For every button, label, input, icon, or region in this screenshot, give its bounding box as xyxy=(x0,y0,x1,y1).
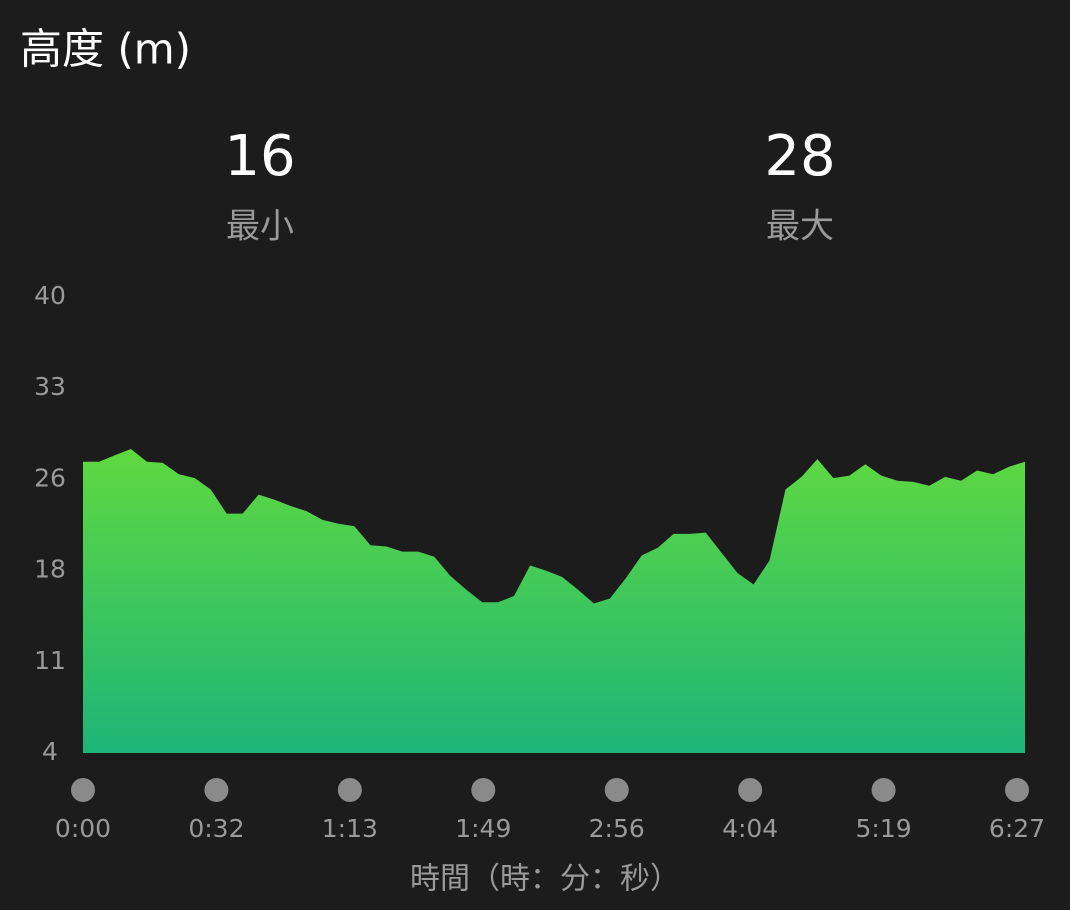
time-dot xyxy=(1005,778,1029,802)
x-tick-label: 0:32 xyxy=(188,814,244,843)
time-dot xyxy=(337,778,362,802)
time-dot xyxy=(471,778,496,802)
x-tick-label: 0:00 xyxy=(55,814,111,843)
y-tick-label: 33 xyxy=(34,372,66,401)
chart-title: 高度 (m) xyxy=(20,25,191,74)
time-dot xyxy=(204,778,229,802)
stat-value: 28 xyxy=(764,124,835,189)
y-tick-label: 26 xyxy=(34,463,66,492)
x-tick-label: 5:19 xyxy=(856,814,912,843)
time-dot xyxy=(71,778,95,802)
y-tick-label: 4 xyxy=(42,737,58,766)
y-tick-label: 40 xyxy=(34,281,66,310)
time-dot xyxy=(738,778,763,802)
x-axis-label: 時間（時：分：秒） xyxy=(410,862,680,897)
time-dot xyxy=(871,778,896,802)
y-tick-label: 18 xyxy=(34,555,66,584)
x-tick-label: 1:49 xyxy=(455,814,511,843)
time-dot xyxy=(604,778,629,802)
x-tick-label: 1:13 xyxy=(322,814,378,843)
y-tick-label: 11 xyxy=(34,646,66,675)
x-tick-label: 2:56 xyxy=(589,814,645,843)
elevation-area xyxy=(83,449,1025,753)
stat-label: 最小 xyxy=(226,207,294,247)
stat-label: 最大 xyxy=(766,207,834,247)
x-tick-label: 4:04 xyxy=(722,814,778,843)
x-tick-label: 6:27 xyxy=(989,814,1045,843)
stat-value: 16 xyxy=(224,124,295,189)
